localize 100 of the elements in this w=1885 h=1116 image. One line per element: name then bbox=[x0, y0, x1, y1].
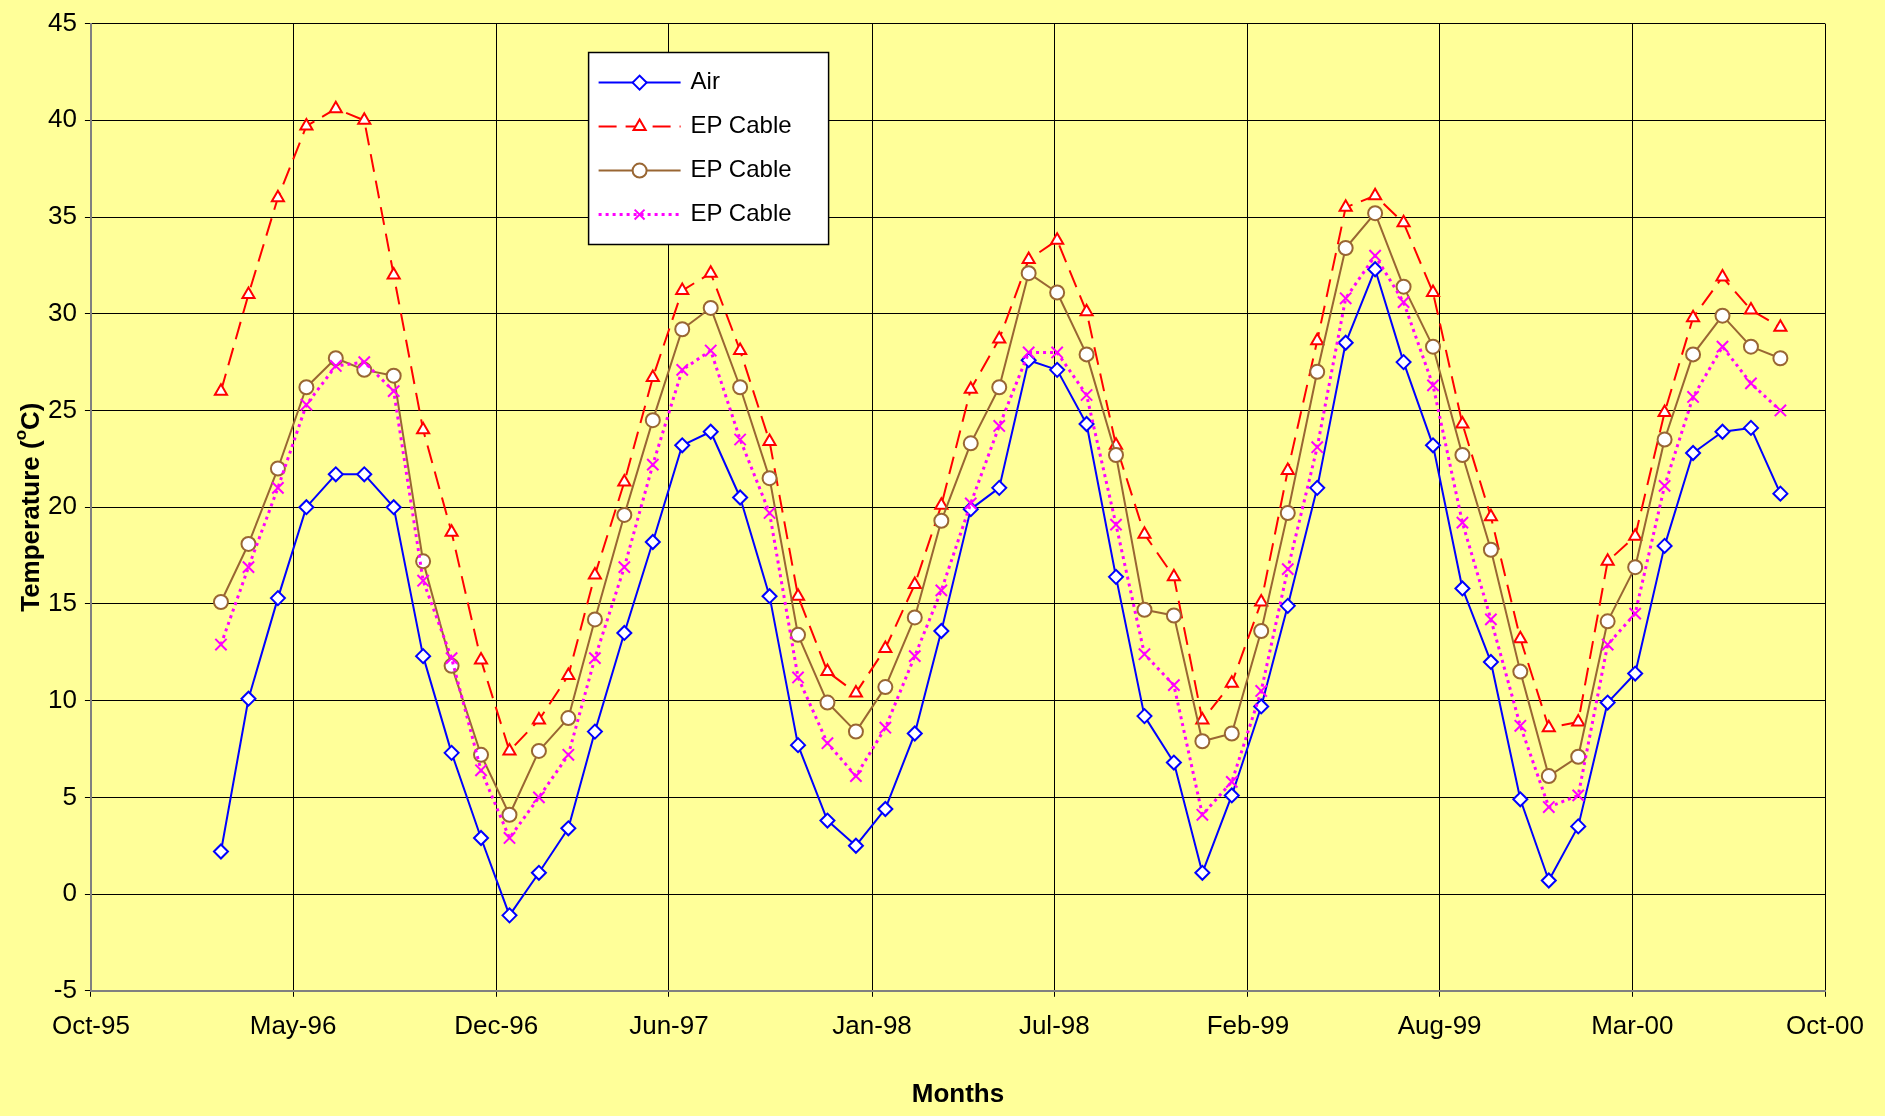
point bbox=[1426, 378, 1440, 392]
point bbox=[934, 583, 949, 598]
x-tick-label: Jul-98 bbox=[1018, 1009, 1090, 1040]
point bbox=[501, 806, 518, 823]
point bbox=[992, 419, 1006, 433]
point bbox=[474, 763, 488, 777]
point bbox=[387, 384, 401, 398]
point bbox=[214, 637, 228, 652]
point bbox=[1368, 187, 1383, 201]
y-tick-label: 20 bbox=[48, 490, 77, 521]
point bbox=[1367, 261, 1384, 278]
point bbox=[1656, 537, 1673, 554]
point bbox=[1425, 437, 1442, 454]
point bbox=[328, 100, 343, 114]
point bbox=[1600, 637, 1615, 652]
point bbox=[1167, 678, 1181, 692]
point bbox=[644, 534, 661, 551]
point bbox=[1772, 350, 1789, 367]
point bbox=[357, 355, 371, 369]
y-tick-label: 30 bbox=[48, 296, 77, 327]
point bbox=[1050, 345, 1064, 360]
point bbox=[1079, 388, 1094, 402]
point bbox=[908, 649, 922, 663]
point bbox=[878, 721, 893, 735]
point bbox=[703, 265, 718, 278]
point bbox=[561, 667, 576, 680]
point bbox=[933, 623, 950, 639]
point bbox=[991, 379, 1008, 396]
point bbox=[1396, 295, 1411, 309]
point bbox=[1483, 508, 1498, 522]
point bbox=[1165, 607, 1182, 624]
x-tick-label: Oct-95 bbox=[51, 1009, 130, 1040]
point bbox=[269, 590, 286, 607]
point bbox=[385, 499, 402, 516]
point bbox=[1337, 239, 1354, 256]
point bbox=[1657, 404, 1672, 417]
point bbox=[1540, 872, 1557, 889]
point bbox=[1109, 517, 1123, 532]
point bbox=[532, 790, 546, 805]
point bbox=[1455, 416, 1470, 429]
point bbox=[732, 379, 749, 396]
x-axis-title: Months bbox=[911, 1078, 1005, 1109]
point bbox=[1743, 301, 1759, 315]
point bbox=[212, 593, 229, 610]
point bbox=[1628, 528, 1643, 541]
point bbox=[1512, 791, 1529, 808]
point bbox=[732, 489, 749, 506]
point bbox=[1368, 249, 1382, 263]
point bbox=[762, 506, 777, 520]
point bbox=[587, 566, 602, 580]
point bbox=[1049, 284, 1066, 301]
x-tick-label: Jan-98 bbox=[832, 1009, 912, 1040]
point bbox=[907, 576, 922, 590]
point bbox=[790, 737, 807, 754]
legend-label: EP Cable bbox=[690, 199, 792, 227]
point bbox=[761, 470, 778, 487]
point bbox=[240, 690, 257, 707]
point bbox=[416, 574, 430, 588]
point bbox=[847, 837, 864, 854]
point bbox=[1685, 445, 1702, 462]
point bbox=[1049, 361, 1066, 378]
point bbox=[1136, 601, 1153, 618]
point bbox=[1715, 339, 1730, 354]
point bbox=[1338, 199, 1353, 212]
point bbox=[616, 624, 633, 641]
point bbox=[1571, 713, 1586, 727]
point bbox=[791, 670, 805, 685]
point bbox=[1742, 419, 1759, 436]
point bbox=[1309, 363, 1326, 380]
point bbox=[1079, 303, 1094, 317]
point bbox=[644, 412, 661, 429]
point bbox=[848, 684, 863, 698]
point bbox=[1395, 278, 1412, 295]
point bbox=[473, 652, 489, 665]
point bbox=[1454, 580, 1471, 597]
point bbox=[1570, 818, 1587, 835]
point bbox=[1513, 630, 1528, 644]
point bbox=[357, 112, 372, 125]
y-tick-label: 5 bbox=[62, 780, 77, 811]
point bbox=[1484, 612, 1498, 627]
point bbox=[1310, 440, 1324, 454]
point bbox=[1367, 205, 1384, 222]
point bbox=[733, 432, 747, 447]
point bbox=[1195, 808, 1210, 822]
point bbox=[1482, 541, 1499, 558]
point bbox=[443, 744, 460, 761]
point bbox=[1280, 462, 1295, 475]
x-tick-label: Feb-99 bbox=[1206, 1009, 1290, 1040]
point bbox=[502, 831, 517, 845]
point bbox=[560, 820, 577, 837]
point bbox=[1254, 684, 1268, 698]
point bbox=[906, 725, 923, 742]
point bbox=[675, 363, 689, 377]
point bbox=[1020, 265, 1037, 282]
point bbox=[934, 497, 949, 510]
point bbox=[415, 648, 432, 665]
point bbox=[878, 640, 893, 653]
point bbox=[1137, 526, 1152, 539]
point bbox=[1512, 663, 1529, 680]
point bbox=[530, 742, 547, 759]
